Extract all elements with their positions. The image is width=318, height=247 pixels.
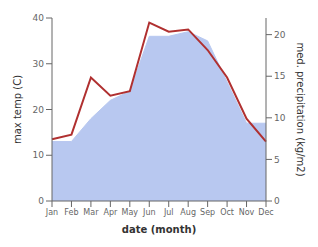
svg-text:Jan: Jan — [45, 208, 58, 217]
svg-text:Aug: Aug — [180, 208, 196, 217]
svg-text:0: 0 — [274, 196, 280, 206]
svg-text:40: 40 — [33, 13, 45, 23]
svg-text:Sep: Sep — [200, 208, 215, 217]
svg-text:Feb: Feb — [64, 208, 78, 217]
svg-text:max temp (C): max temp (C) — [12, 75, 23, 144]
svg-text:10: 10 — [33, 150, 45, 160]
svg-text:Oct: Oct — [220, 208, 234, 217]
svg-text:date (month): date (month) — [122, 224, 196, 235]
svg-text:Dec: Dec — [258, 208, 273, 217]
svg-text:med. precipitation (kg/m2): med. precipitation (kg/m2) — [295, 42, 306, 176]
svg-text:15: 15 — [274, 71, 285, 81]
svg-text:May: May — [122, 208, 139, 217]
svg-text:10: 10 — [274, 113, 286, 123]
svg-text:Mar: Mar — [83, 208, 99, 217]
svg-text:5: 5 — [274, 155, 280, 165]
svg-text:30: 30 — [33, 59, 45, 69]
svg-text:20: 20 — [274, 30, 286, 40]
svg-text:Nov: Nov — [239, 208, 255, 217]
svg-text:Apr: Apr — [103, 208, 118, 217]
svg-text:Jul: Jul — [163, 208, 174, 217]
svg-text:20: 20 — [33, 105, 45, 115]
svg-text:0: 0 — [38, 196, 44, 206]
svg-text:Jun: Jun — [142, 208, 156, 217]
